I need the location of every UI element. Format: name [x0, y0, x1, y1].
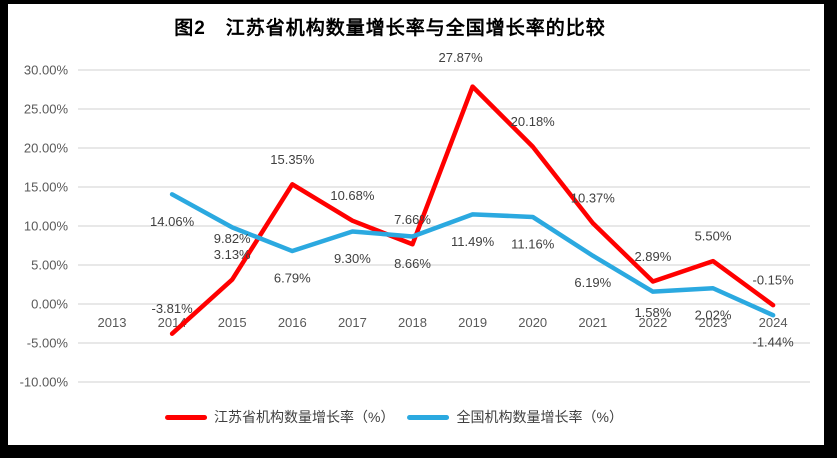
legend-item-jiangsu: 江苏省机构数量增长率（%）	[165, 407, 395, 427]
data-label: 5.50%	[695, 229, 732, 244]
y-axis-tick-label: 30.00%	[24, 63, 69, 78]
data-label: 15.35%	[270, 152, 315, 167]
data-label: 27.87%	[439, 50, 484, 65]
data-label: -1.44%	[752, 335, 794, 350]
x-axis-label: 2024	[759, 315, 788, 330]
chart-legend: 江苏省机构数量增长率（%） 全国机构数量增长率（%）	[165, 407, 623, 427]
y-axis-tick-label: 15.00%	[24, 180, 69, 195]
data-label: 7.66%	[394, 212, 431, 227]
data-label: -3.81%	[151, 301, 193, 316]
data-label: 14.06%	[150, 214, 195, 229]
data-label: 3.13%	[214, 247, 251, 262]
data-label: 10.37%	[571, 191, 616, 206]
x-axis-label: 2020	[518, 315, 547, 330]
x-axis-label: 2022	[638, 315, 667, 330]
data-label: 11.49%	[451, 234, 495, 249]
x-axis-label: 2017	[338, 315, 367, 330]
legend-label-national: 全国机构数量增长率（%）	[456, 409, 623, 425]
data-label: 20.18%	[511, 114, 556, 129]
y-axis-tick-label: 25.00%	[24, 102, 69, 117]
x-axis-label: 2016	[278, 315, 307, 330]
y-axis-tick-label: 5.00%	[31, 258, 68, 273]
data-label: 8.66%	[394, 256, 431, 271]
y-axis-tick-label: -5.00%	[27, 336, 69, 351]
legend-line-blue-icon	[407, 414, 450, 420]
x-axis-label: 2015	[218, 315, 247, 330]
y-axis-tick-label: -10.00%	[20, 375, 69, 390]
y-axis-tick-label: 0.00%	[31, 297, 68, 312]
line-chart-plot: 30.00% 25.00% 20.00% 15.00% 10.00% 5.00% 0.00%…	[20, 50, 810, 390]
data-label: 2.89%	[634, 249, 671, 264]
data-label: 6.19%	[574, 275, 611, 290]
series-line-0	[169, 84, 776, 336]
legend-item-national: 全国机构数量增长率（%）	[407, 407, 623, 427]
y-axis-tick-label: 10.00%	[24, 219, 69, 234]
x-axis-label: 2021	[578, 315, 607, 330]
x-axis-label: 2013	[98, 315, 127, 330]
x-axis-label: 2018	[398, 315, 427, 330]
x-axis-label: 2019	[458, 315, 487, 330]
y-axis-tick-label: 20.00%	[24, 141, 69, 156]
data-label: 9.30%	[334, 251, 371, 266]
data-label: 6.79%	[274, 271, 311, 286]
chart-title: 图2 江苏省机构数量增长率与全国增长率的比较	[174, 18, 606, 39]
data-label: 1.58%	[634, 305, 671, 320]
series-line-1	[169, 192, 776, 318]
data-label: -0.15%	[752, 273, 794, 288]
data-label: 10.68%	[330, 188, 375, 203]
legend-line-red-icon	[165, 414, 208, 420]
data-label: 9.82%	[214, 231, 251, 246]
chart-container: 图2 江苏省机构数量增长率与全国增长率的比较 30.00% 25.00% 20.00…	[8, 4, 824, 445]
data-label: 2.02%	[695, 308, 732, 323]
legend-label-jiangsu: 江苏省机构数量增长率（%）	[214, 409, 395, 425]
x-axis-label: 2023	[699, 315, 728, 330]
data-label: 11.16%	[511, 236, 555, 251]
